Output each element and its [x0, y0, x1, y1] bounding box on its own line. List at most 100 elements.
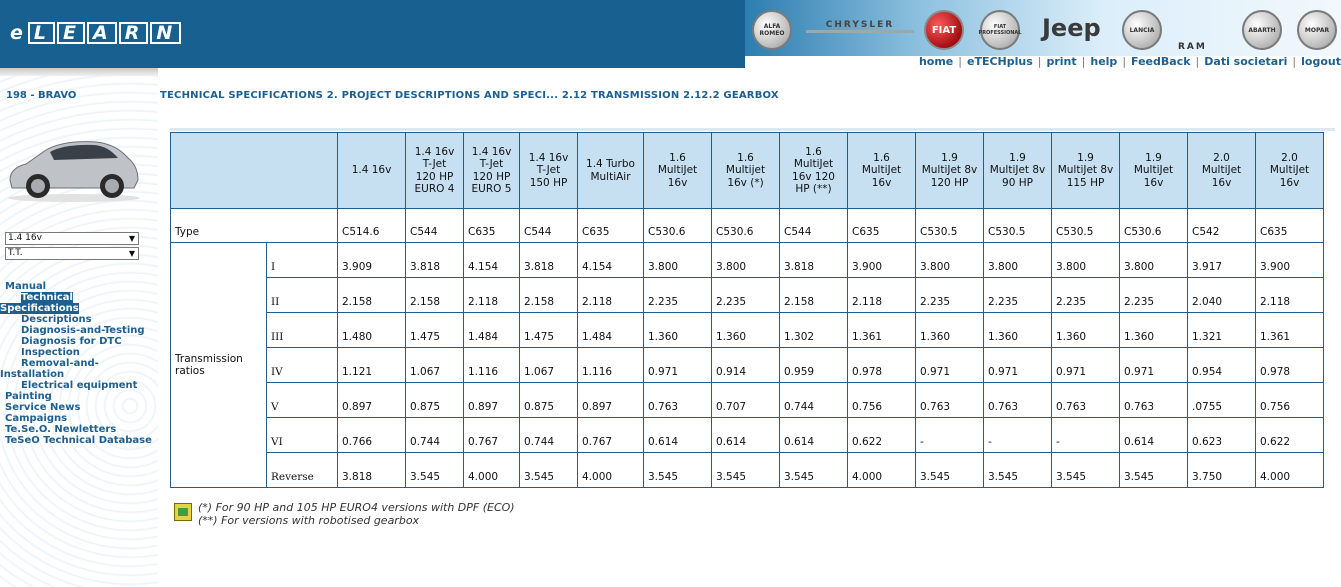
column-header: 2.0 MultiJet 16v [1187, 132, 1256, 209]
sidebar-menu-item[interactable]: Diagnosis for DTC [21, 336, 122, 347]
table-cell: 4.154 [577, 242, 644, 278]
nav-link[interactable]: logout [1301, 55, 1341, 68]
table-cell: 3.545 [983, 452, 1052, 488]
column-header: 1.9 MultiJet 8v 90 HP [983, 132, 1052, 209]
table-cell: C530.5 [983, 208, 1052, 243]
logo-letter: L [27, 22, 55, 44]
table-cell: C530.6 [711, 208, 780, 243]
nav-link[interactable]: home [918, 55, 954, 68]
sidebar-menu-item[interactable]: Te.Se.O. Newletters [5, 424, 117, 435]
brand-logo[interactable]: FIAT [924, 10, 964, 50]
breadcrumb: TECHNICAL SPECIFICATIONS 2. PROJECT DESC… [160, 90, 779, 101]
table-cell: 0.767 [463, 417, 520, 453]
logo-letter: E [57, 22, 85, 44]
table-cell: 1.475 [519, 312, 578, 348]
table-cell: 0.875 [405, 382, 464, 418]
table-cell: 2.235 [643, 277, 712, 313]
table-cell: C635 [463, 208, 520, 243]
table-cell: 1.361 [847, 312, 916, 348]
sidebar-menu-item[interactable]: Technical [21, 292, 73, 303]
sidebar-menu-item[interactable]: Inspection [21, 347, 80, 358]
table-cell: 1.360 [1051, 312, 1120, 348]
table-cell: 3.917 [1187, 242, 1256, 278]
nav-link[interactable]: help [1090, 55, 1118, 68]
table-cell: 2.158 [405, 277, 464, 313]
table-cell: 1.484 [577, 312, 644, 348]
table-cell: 1.121 [337, 347, 406, 383]
table-cell: 3.900 [1255, 242, 1324, 278]
sidebar-menu-item[interactable]: Removal-and- [21, 358, 99, 369]
table-cell: 3.800 [1051, 242, 1120, 278]
column-header: 1.9 MultiJet 8v 115 HP [1051, 132, 1120, 209]
gear-label: V [266, 382, 338, 418]
sidebar-menu-item[interactable]: Service News [5, 402, 81, 413]
table-cell: 1.360 [643, 312, 712, 348]
table-cell: 3.900 [847, 242, 916, 278]
note-icon[interactable] [174, 503, 192, 521]
table-cell: 1.360 [1119, 312, 1188, 348]
table-cell: 3.818 [779, 242, 848, 278]
column-header: 2.0 MultiJet 16v [1255, 132, 1324, 209]
table-cell: 0.763 [1119, 382, 1188, 418]
brand-logo[interactable]: MOPAR [1297, 10, 1337, 50]
sidebar-menu-item[interactable]: Descriptions [21, 314, 92, 325]
nav-link[interactable]: FeedBack [1131, 55, 1191, 68]
sidebar-menu-item[interactable]: Specifications [0, 303, 79, 314]
sidebar-menu-item[interactable]: Diagnosis-and-Testing [21, 325, 145, 336]
table-cell: 1.360 [711, 312, 780, 348]
gearbox-spec-table: 1.4 16v 1.4 16v T-Jet 120 HP EURO 4 1.4 16v T-… [170, 132, 1324, 488]
table-cell: 0.766 [337, 417, 406, 453]
sidebar-menu-item[interactable]: TeSeO Technical Database [5, 435, 152, 446]
table-cell: 0.622 [1255, 417, 1324, 453]
table-cell: 0.971 [983, 347, 1052, 383]
sidebar-menu-item[interactable]: Manual [5, 281, 47, 292]
sidebar-menu-item[interactable]: Electrical equipment [21, 380, 138, 391]
table-cell: 3.545 [1051, 452, 1120, 488]
table-cell: 1.480 [337, 312, 406, 348]
brand-logo[interactable]: CHRYSLER [806, 10, 914, 33]
top-navigation: home | eTECHplus | print | help | FeedBack | Dati … [918, 55, 1341, 68]
table-cell: 4.000 [463, 452, 520, 488]
nav-link[interactable]: eTECHplus [966, 55, 1033, 68]
engine-select[interactable]: 1.4 16v ▼ [5, 232, 139, 245]
sidebar-menu-item[interactable]: Installation [0, 369, 65, 380]
brand-logo[interactable]: FIAT PROFESSIONAL [979, 10, 1021, 50]
logo-letter: A [86, 22, 117, 44]
sidebar-menu-item[interactable]: Painting [5, 391, 52, 402]
table-cell: C544 [519, 208, 578, 243]
brand-logo[interactable]: LANCIA [1122, 10, 1162, 50]
table-cell: 4.000 [1255, 452, 1324, 488]
table-cell: 1.360 [983, 312, 1052, 348]
table-cell: 3.750 [1187, 452, 1256, 488]
table-cell: 0.875 [519, 382, 578, 418]
table-cell: 0.763 [915, 382, 984, 418]
table-cell: 2.235 [915, 277, 984, 313]
table-cell: 1.361 [1255, 312, 1324, 348]
brand-logo[interactable]: ALFA ROMEO [752, 10, 792, 50]
table-cell: 0.614 [779, 417, 848, 453]
table-cell: 0.744 [519, 417, 578, 453]
table-cell: 3.545 [519, 452, 578, 488]
gear-label: VI [266, 417, 338, 453]
sidebar-menu-item[interactable]: Campaigns [5, 413, 68, 424]
nav-link[interactable]: print [1046, 55, 1077, 68]
table-cell: 2.158 [519, 277, 578, 313]
type-select[interactable]: T.T. ▼ [5, 247, 139, 260]
nav-link[interactable]: Dati societari [1204, 55, 1288, 68]
brand-logo[interactable]: Jeep [1042, 14, 1101, 42]
column-header: 1.6 MultiJet 16v [847, 132, 916, 209]
table-cell: 2.158 [779, 277, 848, 313]
table-cell: 2.118 [463, 277, 520, 313]
brand-logo[interactable]: RAM [1178, 42, 1207, 52]
logo-letter: N [150, 22, 182, 44]
table-cell: .0755 [1187, 382, 1256, 418]
column-header: 1.4 16v T-Jet 120 HP EURO 4 [405, 132, 464, 209]
row-group-label: Transmission ratios [170, 242, 267, 488]
table-cell: C544 [779, 208, 848, 243]
table-cell: 3.545 [1119, 452, 1188, 488]
brand-logo[interactable]: ABARTH [1242, 10, 1282, 50]
table-cell: 0.763 [1051, 382, 1120, 418]
table-cell: 0.622 [847, 417, 916, 453]
